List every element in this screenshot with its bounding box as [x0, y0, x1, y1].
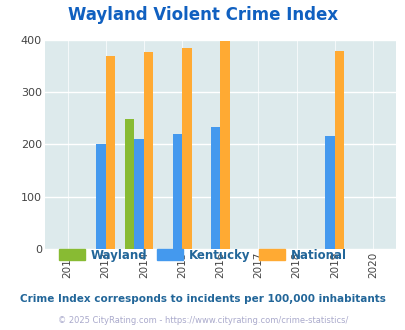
Bar [324, 136, 334, 249]
Text: © 2025 CityRating.com - https://www.cityrating.com/crime-statistics/: © 2025 CityRating.com - https://www.city… [58, 316, 347, 325]
Bar [134, 139, 143, 249]
Bar [143, 52, 153, 249]
Bar [96, 145, 105, 249]
Legend: Wayland, Kentucky, National: Wayland, Kentucky, National [54, 244, 351, 266]
Text: Wayland Violent Crime Index: Wayland Violent Crime Index [68, 6, 337, 24]
Bar [220, 41, 229, 249]
Bar [172, 134, 181, 249]
Bar [334, 51, 343, 249]
Bar [105, 56, 115, 249]
Bar [124, 119, 134, 249]
Text: Crime Index corresponds to incidents per 100,000 inhabitants: Crime Index corresponds to incidents per… [20, 294, 385, 304]
Bar [210, 127, 220, 249]
Bar [181, 48, 191, 249]
